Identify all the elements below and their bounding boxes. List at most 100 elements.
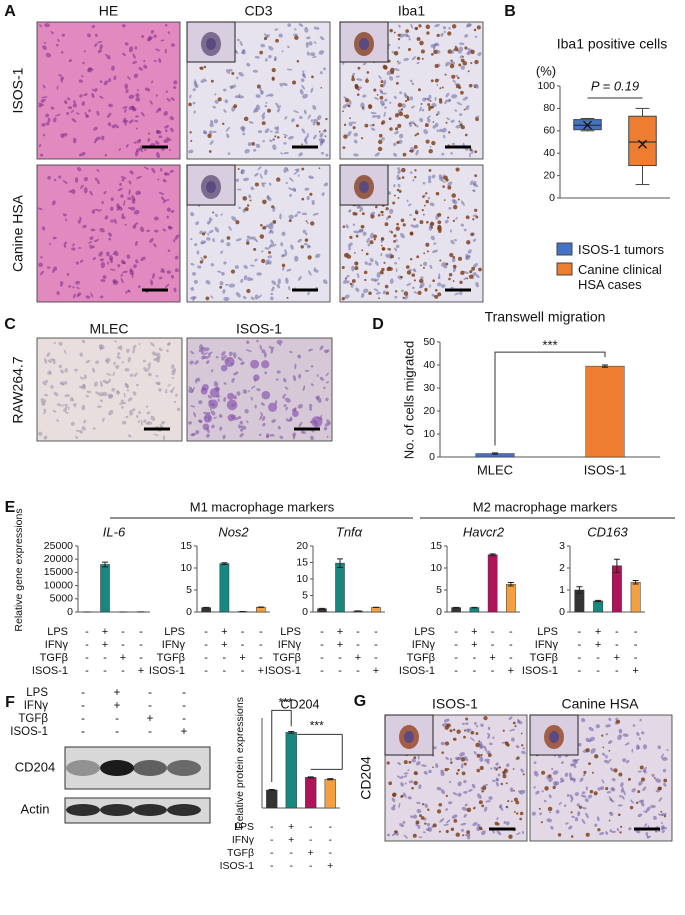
stained-cell xyxy=(617,813,621,817)
cell xyxy=(220,250,223,254)
cell xyxy=(309,403,313,409)
cell xyxy=(310,435,314,441)
cell xyxy=(125,143,129,148)
cell xyxy=(275,102,279,107)
stained-cell xyxy=(389,67,395,73)
cell xyxy=(214,226,220,233)
migrated-cell xyxy=(250,359,260,369)
cell xyxy=(409,268,413,271)
cell xyxy=(389,101,392,104)
cell xyxy=(166,207,171,212)
stained-cell xyxy=(467,70,470,73)
cell xyxy=(412,269,417,273)
cell xyxy=(255,240,258,243)
cell xyxy=(75,112,80,115)
condition-label: LPS xyxy=(26,687,48,699)
cell xyxy=(385,253,390,258)
cell xyxy=(124,368,130,372)
cell xyxy=(468,788,473,792)
cell xyxy=(313,269,319,273)
stained-cell xyxy=(408,760,412,764)
cell xyxy=(223,296,230,302)
condition-sign: - xyxy=(329,834,333,846)
stained-cell xyxy=(369,240,374,245)
condition-sign: - xyxy=(473,665,477,677)
cell xyxy=(306,221,309,225)
condition-sign: + xyxy=(239,652,245,664)
cell xyxy=(135,93,140,98)
cell xyxy=(120,194,124,198)
cell xyxy=(73,403,76,408)
stained-cell xyxy=(475,732,479,736)
cell xyxy=(68,285,72,288)
cell xyxy=(477,823,481,828)
cell xyxy=(388,76,394,81)
cell xyxy=(83,50,86,53)
inset-nucleus xyxy=(359,38,369,50)
cell xyxy=(412,814,418,819)
stained-cell xyxy=(474,86,476,88)
cell xyxy=(393,67,400,71)
cell xyxy=(155,140,160,145)
stained-cell xyxy=(496,822,500,826)
cell xyxy=(262,115,266,120)
cell xyxy=(56,419,59,422)
condition-sign: - xyxy=(223,665,227,677)
cell xyxy=(105,373,112,376)
stained-cell xyxy=(259,234,265,239)
stained-cell xyxy=(663,778,668,783)
cell xyxy=(138,66,143,71)
y-tick-label: 10000 xyxy=(44,579,73,591)
y-tick-label: 3 xyxy=(559,540,565,552)
stained-cell xyxy=(323,129,326,132)
stained-cell xyxy=(222,122,225,126)
cell xyxy=(95,360,100,364)
cell xyxy=(108,378,111,383)
cell xyxy=(403,57,410,62)
cell xyxy=(62,180,68,184)
cell xyxy=(632,724,636,727)
stained-cell xyxy=(296,124,299,128)
cell xyxy=(212,105,217,109)
cell xyxy=(235,178,240,182)
migrated-cell xyxy=(267,402,278,412)
cell xyxy=(451,142,456,146)
cell xyxy=(64,218,68,222)
cell xyxy=(67,406,70,410)
condition-sign: - xyxy=(356,639,360,651)
cell xyxy=(267,194,270,200)
cell xyxy=(141,35,145,39)
cell xyxy=(121,213,124,216)
stained-cell xyxy=(552,785,556,790)
cell xyxy=(72,243,75,247)
bracket xyxy=(297,733,343,770)
x-tick-label: ISOS-1 xyxy=(584,462,627,477)
cell xyxy=(566,794,570,797)
cell xyxy=(353,132,358,137)
band-label: Actin xyxy=(21,801,50,816)
cell xyxy=(151,351,158,357)
cell xyxy=(479,756,484,763)
cell xyxy=(284,397,291,403)
cell xyxy=(298,421,303,428)
cell xyxy=(130,206,136,211)
cell xyxy=(78,79,83,83)
y-tick-label: 0 xyxy=(302,606,308,618)
cell xyxy=(230,84,237,89)
stained-cell xyxy=(281,263,286,268)
cell xyxy=(271,286,275,292)
stained-cell xyxy=(272,220,277,224)
cell xyxy=(188,421,192,425)
cell xyxy=(52,236,57,240)
cell xyxy=(164,125,170,129)
stained-cell xyxy=(231,71,235,75)
cell xyxy=(454,292,460,296)
cell xyxy=(159,167,163,172)
cell xyxy=(628,827,632,831)
cell xyxy=(188,149,194,154)
cell xyxy=(289,193,292,197)
cell xyxy=(438,273,441,280)
cell xyxy=(292,375,297,382)
cell xyxy=(40,98,46,103)
cell xyxy=(323,426,328,431)
